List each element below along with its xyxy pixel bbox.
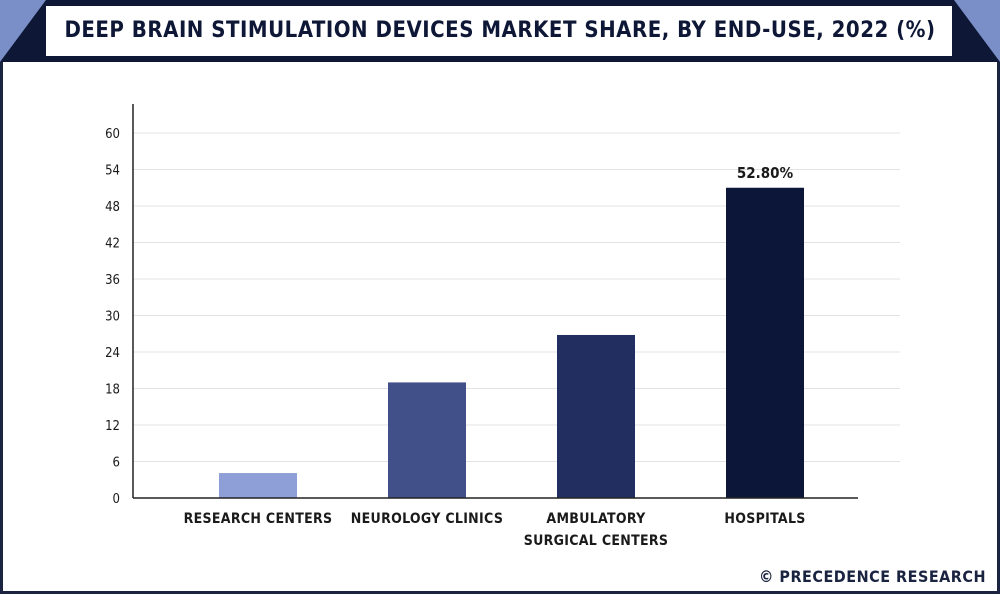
category-label: HOSPITALS — [724, 511, 805, 527]
y-tick-label: 0 — [113, 492, 120, 507]
y-tick-label: 24 — [105, 346, 120, 361]
title-corner-left — [0, 0, 46, 62]
source-credit: © PRECEDENCE RESEARCH — [759, 567, 986, 586]
category-label: AMBULATORY — [546, 511, 646, 527]
y-axis-ticks: 0 6 12 18 24 30 36 42 48 54 60 — [105, 127, 120, 507]
category-label: RESEARCH CENTERS — [184, 511, 333, 527]
chart-title: DEEP BRAIN STIMULATION DEVICES MARKET SH… — [64, 18, 936, 43]
category-label: SURGICAL CENTERS — [524, 533, 669, 549]
category-label: NEUROLOGY CLINICS — [351, 511, 503, 527]
y-tick-label: 48 — [105, 200, 120, 215]
y-tick-label: 36 — [105, 273, 120, 288]
title-corner-right — [954, 0, 1000, 62]
title-paper — [46, 6, 952, 56]
data-labels: 52.80% — [737, 164, 794, 182]
y-tick-label: 54 — [105, 164, 120, 179]
data-label: 52.80% — [737, 164, 794, 182]
y-tick-label: 42 — [105, 237, 120, 252]
y-tick-label: 30 — [105, 310, 120, 325]
y-tick-label: 60 — [105, 127, 120, 142]
bar — [388, 382, 466, 498]
bar — [219, 473, 297, 498]
x-axis-categories: RESEARCH CENTERS NEUROLOGY CLINICS AMBULAT… — [184, 511, 806, 549]
bar — [726, 187, 804, 498]
y-tick-label: 12 — [105, 419, 120, 434]
y-tick-label: 6 — [113, 456, 120, 471]
bars — [219, 187, 804, 498]
y-tick-label: 18 — [105, 383, 120, 398]
bar — [557, 334, 635, 498]
